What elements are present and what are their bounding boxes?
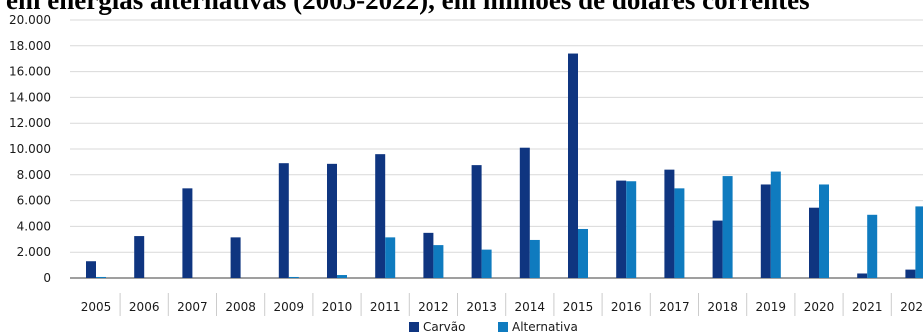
bar-alternativa	[529, 239, 540, 278]
legend-swatch	[409, 322, 419, 332]
bar-alternativa	[722, 176, 733, 278]
bar-carvao	[327, 163, 337, 278]
y-tick-label: 4.000	[17, 219, 51, 233]
bar-carvao	[375, 154, 386, 278]
bar-alternativa	[385, 237, 396, 278]
legend-label: Carvão	[423, 320, 465, 334]
bar-alternativa	[288, 276, 299, 278]
x-tick-label: 2009	[274, 300, 305, 314]
x-tick-label: 2020	[804, 300, 835, 314]
x-tick-label: 2008	[225, 300, 256, 314]
bar-alternativa	[674, 188, 685, 278]
bar-alternativa	[626, 181, 637, 278]
bar-alternativa	[819, 184, 829, 278]
bar-carvao	[568, 53, 578, 278]
bar-alternativa	[770, 171, 781, 278]
bar-carvao	[134, 236, 145, 278]
x-tick-label: 2018	[707, 300, 738, 314]
y-tick-label: 2.000	[17, 245, 51, 259]
x-tick-label: 2012	[418, 300, 449, 314]
bar-alternativa	[96, 276, 106, 278]
x-tick-label: 2022	[900, 300, 923, 314]
x-tick-label: 2021	[852, 300, 883, 314]
bar-carvao	[760, 184, 771, 278]
y-tick-label: 10.000	[9, 142, 51, 156]
x-tick-label: 2015	[563, 300, 594, 314]
x-tick-label: 2010	[322, 300, 353, 314]
x-tick-label: 2006	[129, 300, 160, 314]
x-tick-label: 2005	[81, 300, 112, 314]
y-tick-label: 12.000	[9, 116, 51, 130]
y-tick-label: 16.000	[9, 65, 51, 79]
bar-carvao	[278, 163, 289, 278]
bar-carvao	[519, 147, 530, 278]
bar-carvao	[712, 220, 723, 278]
x-tick-label: 2019	[756, 300, 787, 314]
bar-alternativa	[433, 245, 444, 278]
bar-alternativa	[578, 228, 588, 278]
bar-carvao	[664, 169, 675, 278]
legend-label: Alternativa	[512, 320, 578, 334]
bar-carvao	[86, 261, 96, 278]
bar-alternativa	[481, 249, 492, 278]
x-tick-label: 2014	[515, 300, 546, 314]
bar-carvao	[857, 273, 868, 278]
y-tick-label: 18.000	[9, 39, 51, 53]
bar-carvao	[230, 237, 241, 278]
bar-carvao	[471, 165, 482, 278]
x-tick-label: 2016	[611, 300, 642, 314]
bar-alternativa	[337, 275, 347, 278]
x-tick-label: 2011	[370, 300, 401, 314]
y-tick-label: 8.000	[17, 168, 51, 182]
y-tick-label: 0	[43, 271, 51, 285]
x-tick-label: 2013	[466, 300, 497, 314]
bar-carvao	[423, 232, 434, 278]
y-tick-label: 20.000	[9, 13, 51, 27]
bar-alternativa	[915, 206, 923, 278]
chart-title: em energias alternativas (2005-2022), em…	[6, 0, 810, 15]
y-tick-label: 6.000	[17, 194, 51, 208]
bar-alternativa	[867, 214, 878, 278]
legend-swatch	[498, 322, 508, 332]
bar-carvao	[616, 180, 627, 278]
x-tick-label: 2007	[177, 300, 208, 314]
bar-carvao	[905, 269, 916, 278]
y-tick-label: 14.000	[9, 90, 51, 104]
x-tick-label: 2017	[659, 300, 690, 314]
bar-carvao	[182, 188, 193, 278]
bar-carvao	[809, 207, 819, 278]
